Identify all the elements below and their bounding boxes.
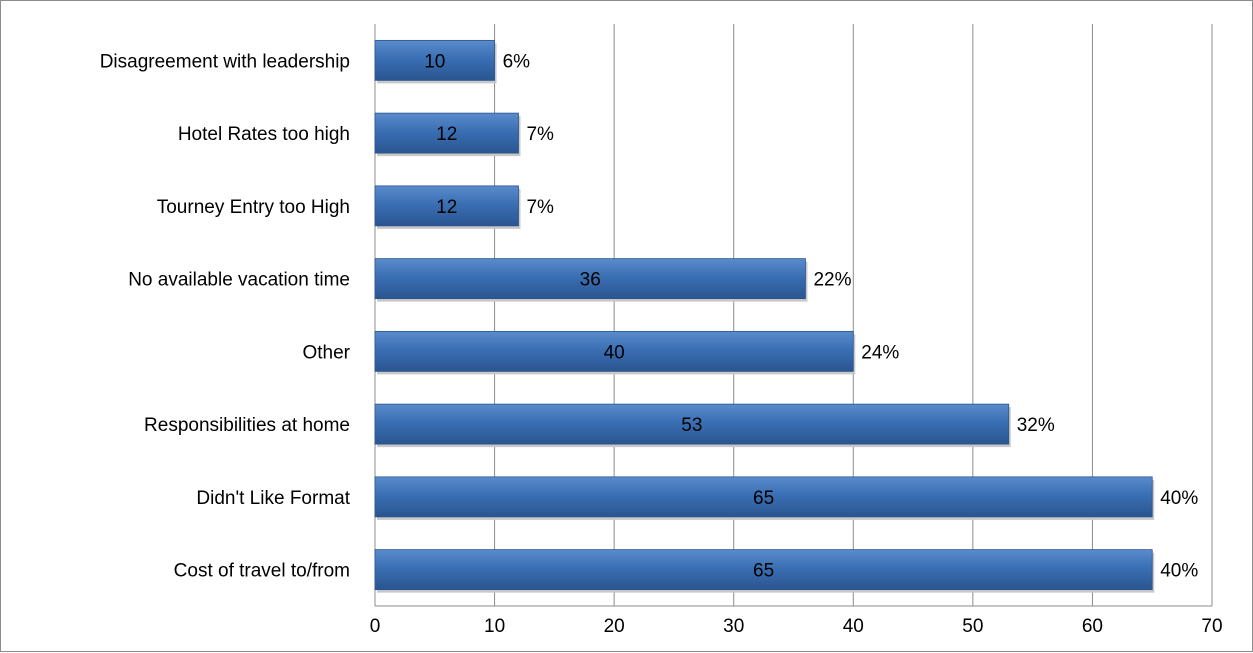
x-tick-label: 60 [1082, 616, 1103, 637]
x-tick-label: 0 [370, 616, 381, 637]
bars [374, 39, 1155, 593]
category-label: Hotel Rates too high [178, 124, 350, 145]
bar-5 [374, 403, 1010, 445]
category-label: Responsibilities at home [144, 415, 350, 436]
bar-6 [374, 476, 1153, 518]
bar-percent-label: 40% [1160, 488, 1198, 509]
bar-value-label: 53 [681, 415, 702, 436]
category-label: Disagreement with leadership [100, 51, 350, 72]
bar-value-label: 65 [753, 488, 774, 509]
bar-7 [374, 549, 1153, 591]
category-label: Cost of travel to/from [174, 561, 350, 582]
bar-percent-label: 6% [503, 51, 531, 72]
bar-1 [374, 112, 519, 154]
bar-percent-label: 32% [1017, 415, 1055, 436]
bar-percent-label: 40% [1160, 561, 1198, 582]
x-tick-label: 50 [962, 616, 983, 637]
x-tick-label: 20 [604, 616, 625, 637]
category-label: Tourney Entry too High [157, 197, 350, 218]
bar-2 [374, 185, 519, 227]
bar-0 [374, 39, 495, 81]
bar-value-label: 65 [753, 561, 774, 582]
x-tick-label: 70 [1201, 616, 1222, 637]
category-label: Other [302, 342, 350, 363]
bar-percent-label: 7% [526, 124, 554, 145]
bar-value-label: 12 [436, 124, 457, 145]
bar-value-label: 12 [436, 197, 457, 218]
category-label: No available vacation time [128, 270, 350, 291]
bar-percent-label: 22% [813, 270, 851, 291]
bar-3 [374, 258, 806, 300]
bar-percent-label: 7% [526, 197, 554, 218]
bar-value-label: 36 [580, 270, 601, 291]
bar-4 [374, 330, 854, 372]
x-tick-label: 30 [723, 616, 744, 637]
bar-value-label: 10 [424, 51, 445, 72]
category-label: Didn't Like Format [196, 488, 350, 509]
x-tick-label: 40 [843, 616, 864, 637]
bar-value-label: 40 [604, 342, 625, 363]
labels: 0 10 20 30 40 50 60 70 Disagreement with leaders… [100, 51, 1223, 637]
bar-percent-label: 24% [861, 342, 899, 363]
x-tick-label: 10 [484, 616, 505, 637]
